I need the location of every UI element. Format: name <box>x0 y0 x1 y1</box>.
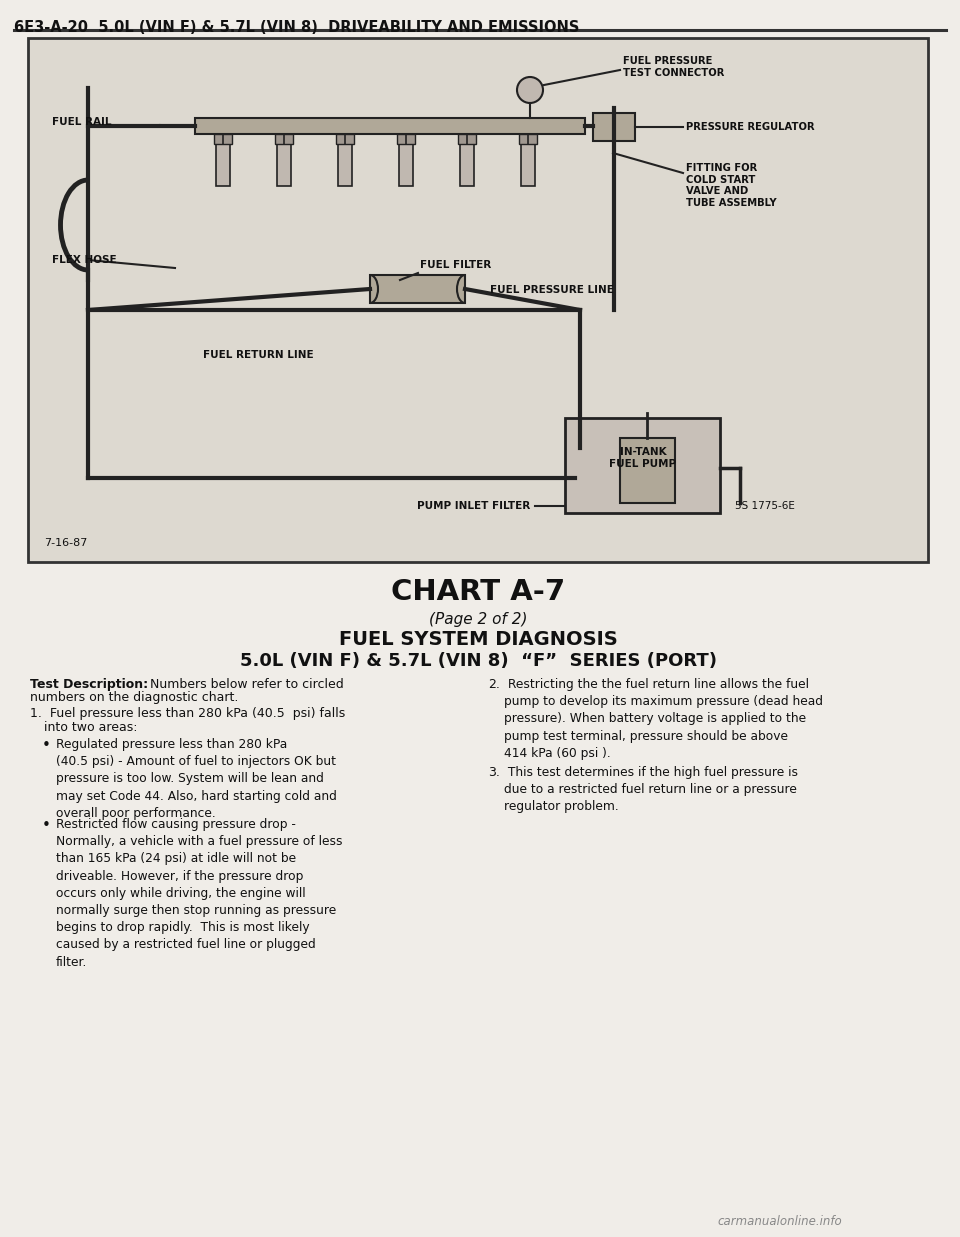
Text: This test determines if the high fuel pressure is
due to a restricted fuel retur: This test determines if the high fuel pr… <box>504 766 798 814</box>
Text: CHART A-7: CHART A-7 <box>391 578 565 606</box>
Bar <box>519 134 537 143</box>
Text: PRESSURE REGULATOR: PRESSURE REGULATOR <box>686 122 815 132</box>
Text: 1.  Fuel pressure less than 280 kPa (40.5  psi) falls: 1. Fuel pressure less than 280 kPa (40.5… <box>30 708 346 720</box>
Bar <box>620 438 675 503</box>
Bar <box>593 113 635 141</box>
Bar <box>275 134 293 143</box>
Text: 7-16-87: 7-16-87 <box>44 538 87 548</box>
Text: •: • <box>42 738 51 753</box>
Text: Restricted flow causing pressure drop -
Normally, a vehicle with a fuel pressure: Restricted flow causing pressure drop - … <box>56 818 343 969</box>
Text: (Page 2 of 2): (Page 2 of 2) <box>429 612 527 627</box>
Text: FUEL PRESSURE LINE: FUEL PRESSURE LINE <box>490 285 613 294</box>
Text: 3.: 3. <box>488 766 500 779</box>
Text: carmanualonline.info: carmanualonline.info <box>718 1215 842 1228</box>
Bar <box>565 418 720 513</box>
Text: •: • <box>42 818 51 833</box>
Text: FUEL SYSTEM DIAGNOSIS: FUEL SYSTEM DIAGNOSIS <box>339 630 617 649</box>
Text: Regulated pressure less than 280 kPa
(40.5 psi) - Amount of fuel to injectors OK: Regulated pressure less than 280 kPa (40… <box>56 738 337 820</box>
Bar <box>28 38 928 562</box>
Bar <box>370 275 465 303</box>
Bar <box>338 134 352 186</box>
Text: 6E3-A-20  5.0L (VIN F) & 5.7L (VIN 8)  DRIVEABILITY AND EMISSIONS: 6E3-A-20 5.0L (VIN F) & 5.7L (VIN 8) DRI… <box>14 20 580 35</box>
Text: IN-TANK
FUEL PUMP: IN-TANK FUEL PUMP <box>610 448 677 469</box>
Text: FUEL PRESSURE
TEST CONNECTOR: FUEL PRESSURE TEST CONNECTOR <box>623 57 725 78</box>
Text: PUMP INLET FILTER: PUMP INLET FILTER <box>417 501 530 511</box>
Bar <box>195 118 585 134</box>
Text: numbers on the diagnostic chart.: numbers on the diagnostic chart. <box>30 691 238 704</box>
Bar <box>216 134 230 186</box>
Text: 2.: 2. <box>488 678 500 691</box>
Bar <box>399 134 413 186</box>
Bar <box>458 134 476 143</box>
Text: FITTING FOR
COLD START
VALVE AND
TUBE ASSEMBLY: FITTING FOR COLD START VALVE AND TUBE AS… <box>686 163 777 208</box>
Bar <box>277 134 291 186</box>
Text: into two areas:: into two areas: <box>44 721 137 734</box>
Text: Numbers below refer to circled: Numbers below refer to circled <box>142 678 344 691</box>
Bar <box>397 134 415 143</box>
Text: FUEL FILTER: FUEL FILTER <box>420 260 492 270</box>
Text: 5.0L (VIN F) & 5.7L (VIN 8)  “F”  SERIES (PORT): 5.0L (VIN F) & 5.7L (VIN 8) “F” SERIES (… <box>239 652 716 670</box>
Text: FLEX HOSE: FLEX HOSE <box>52 255 116 265</box>
Bar <box>336 134 354 143</box>
Text: Test Description:: Test Description: <box>30 678 148 691</box>
Bar <box>460 134 474 186</box>
Text: Restricting the the fuel return line allows the fuel
pump to develop its maximum: Restricting the the fuel return line all… <box>504 678 823 760</box>
Text: FUEL RAIL: FUEL RAIL <box>52 118 111 127</box>
Bar <box>214 134 232 143</box>
Text: FUEL RETURN LINE: FUEL RETURN LINE <box>203 350 313 360</box>
Circle shape <box>517 77 543 103</box>
Text: 5S 1775-6E: 5S 1775-6E <box>735 501 795 511</box>
Bar <box>521 134 535 186</box>
